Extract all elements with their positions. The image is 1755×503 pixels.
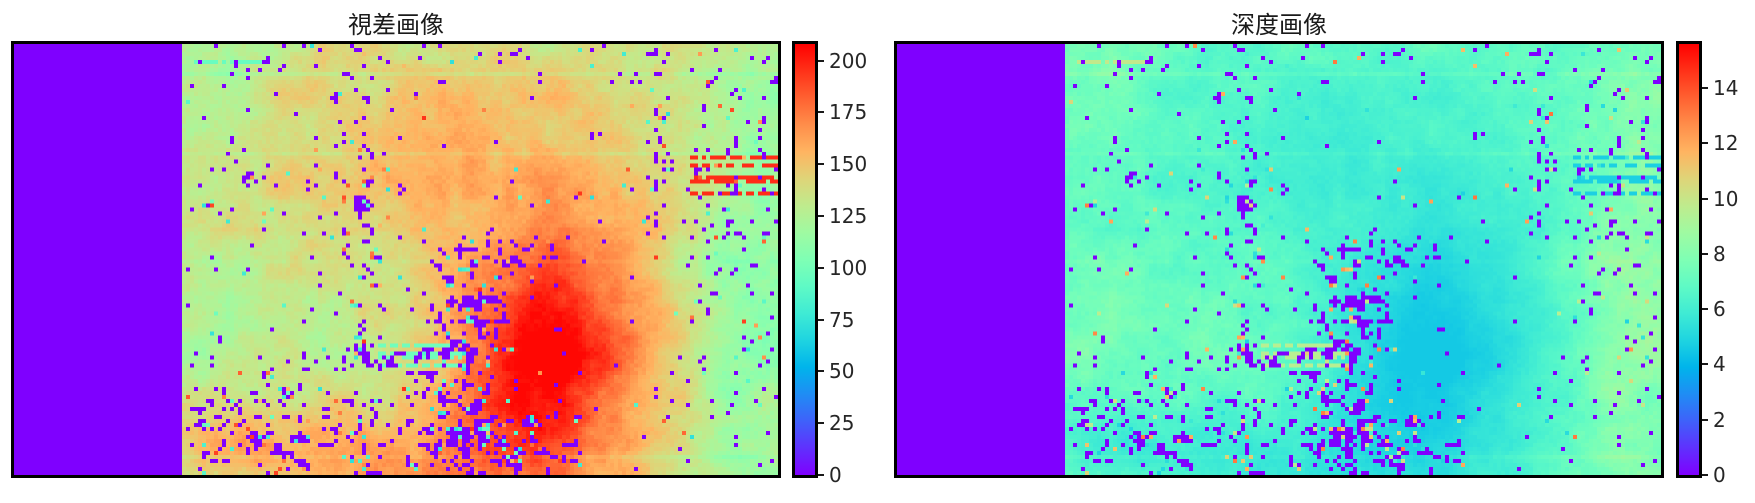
colorbar-tick	[818, 59, 824, 62]
colorbar-tick-label: 0	[829, 463, 842, 487]
colorbar-tick	[818, 474, 824, 476]
colorbar-tick	[1702, 474, 1708, 476]
colorbar-tick	[818, 163, 824, 166]
colorbar-tick-label: 2	[1713, 407, 1726, 432]
colorbar-tick-label: 10	[1713, 186, 1739, 211]
colorbar-tick	[818, 422, 824, 425]
colorbar-tick	[1702, 142, 1708, 145]
depth-plot-title: 深度画像	[1231, 11, 1327, 39]
disparity-colorbar	[792, 41, 818, 478]
colorbar-tick-label: 50	[829, 359, 855, 384]
colorbar-tick	[818, 266, 824, 269]
colorbar-tick	[1702, 418, 1708, 421]
colorbar-tick-label: 175	[829, 100, 868, 125]
colorbar-tick	[1702, 363, 1708, 366]
depth-image-axes	[894, 41, 1664, 478]
colorbar-tick-label: 150	[829, 152, 868, 177]
depth-heatmap-canvas	[897, 44, 1661, 475]
colorbar-tick	[818, 318, 824, 321]
disparity-heatmap-canvas	[14, 44, 778, 475]
colorbar-tick-label: 75	[829, 307, 855, 332]
colorbar-tick	[818, 370, 824, 373]
colorbar-tick	[1702, 308, 1708, 311]
colorbar-tick-label: 14	[1713, 76, 1739, 101]
colorbar-tick	[1702, 252, 1708, 255]
colorbar-tick	[1702, 87, 1708, 90]
colorbar-tick-label: 0	[1713, 463, 1726, 487]
disparity-plot-title: 視差画像	[348, 11, 444, 39]
colorbar-tick	[818, 111, 824, 114]
colorbar-tick	[1702, 197, 1708, 200]
colorbar-tick	[818, 214, 824, 217]
depth-colorbar	[1676, 41, 1702, 478]
colorbar-tick-label: 4	[1713, 352, 1726, 377]
disparity-image-axes	[11, 41, 781, 478]
colorbar-tick-label: 125	[829, 203, 868, 228]
colorbar-tick-label: 200	[829, 48, 868, 73]
colorbar-tick-label: 6	[1713, 297, 1726, 322]
colorbar-tick-label: 100	[829, 255, 868, 280]
colorbar-tick-label: 8	[1713, 241, 1726, 266]
colorbar-tick-label: 12	[1713, 131, 1739, 156]
colorbar-tick-label: 25	[829, 411, 855, 436]
